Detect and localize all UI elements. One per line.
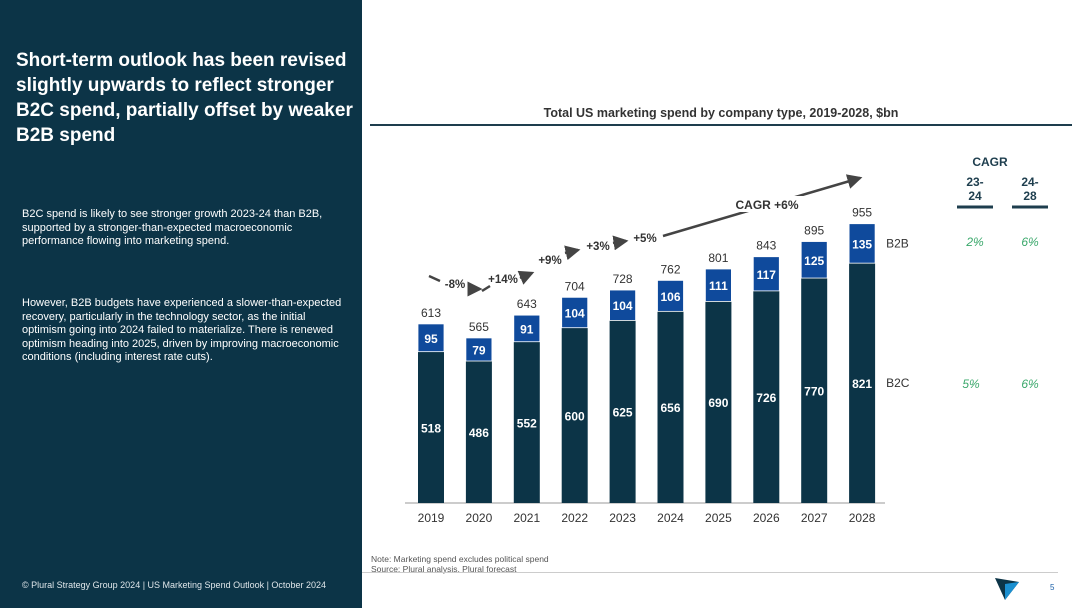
total-label: 895 [804, 224, 824, 238]
bar-b2c [465, 361, 492, 503]
source-text: Source: Plural analysis, Plural forecast [371, 564, 517, 574]
bar-b2b [465, 337, 493, 362]
b2c-value-label: 656 [660, 401, 680, 415]
growth-arrow [428, 274, 441, 283]
body-paragraph-1: B2C spend is likely to see stronger grow… [22, 208, 323, 247]
total-label: 565 [469, 320, 489, 334]
total-label: 643 [517, 297, 537, 311]
x-tick-label: 2020 [466, 511, 493, 525]
growth-arrow [481, 284, 491, 293]
x-tick-label: 2022 [561, 511, 588, 525]
b2b-value-label: 117 [757, 268, 777, 282]
cagr-column-header: 24- [1021, 175, 1038, 189]
b2c-value-label: 552 [517, 416, 537, 430]
x-tick-label: 2028 [849, 511, 876, 525]
b2b-value-label: 79 [472, 343, 486, 357]
b2b-value-label: 104 [565, 307, 585, 321]
b2b-value-label: 135 [852, 237, 872, 251]
bar-b2c [418, 351, 444, 503]
total-label: 955 [852, 206, 872, 220]
cagr-value-b2b: 6% [1021, 235, 1039, 249]
b2b-value-label: 106 [660, 290, 680, 304]
b2c-value-label: 600 [565, 409, 585, 423]
plural-logo-icon [995, 578, 1019, 600]
chart-note: Note: Marketing spend excludes political… [371, 554, 549, 574]
left-panel: Short-term outlook has been revised slig… [0, 0, 362, 608]
footer-text: © Plural Strategy Group 2024 | US Market… [22, 580, 326, 590]
bar-b2c [561, 327, 588, 503]
bar-b2c [657, 311, 684, 503]
x-tick-label: 2021 [513, 511, 540, 525]
bar-b2c [801, 278, 828, 503]
bar-b2c [705, 301, 732, 503]
legend-b2b: B2B [886, 236, 909, 250]
cagr-label: CAGR +6% [735, 198, 798, 212]
bar-b2b [657, 279, 684, 312]
b2c-value-label: 625 [613, 406, 633, 420]
growth-label: +14% [488, 274, 518, 286]
growth-label: +5% [633, 233, 656, 245]
b2c-value-label: 726 [756, 391, 776, 405]
bar-b2b [513, 314, 541, 343]
body-paragraph-2: However, B2B budgets have experienced a … [22, 297, 342, 363]
growth-label: +3% [586, 241, 609, 253]
total-label: 613 [421, 306, 441, 320]
bar-b2b [609, 289, 636, 321]
growth-arrow [612, 235, 629, 251]
cagr-value-b2c: 6% [1021, 377, 1039, 391]
bar-b2c [609, 320, 636, 503]
total-label: 801 [708, 251, 728, 265]
bar-b2c [849, 263, 876, 503]
growth-label: -8% [445, 279, 465, 291]
legend-b2c: B2C [886, 376, 910, 390]
bar-b2b [705, 268, 732, 302]
bar-b2b [800, 241, 828, 279]
cagr-column-header: 23- [966, 175, 983, 189]
growth-arrow [564, 245, 581, 261]
note-text: Note: Marketing spend excludes political… [371, 554, 549, 564]
slide-title: Short-term outlook has been revised slig… [16, 50, 353, 146]
x-tick-label: 2027 [801, 511, 828, 525]
title-divider [370, 124, 1072, 126]
chart-title: Total US marketing spend by company type… [543, 106, 899, 120]
cagr-value-b2c: 5% [962, 377, 980, 391]
bar-b2b [848, 223, 876, 264]
x-tick-label: 2023 [609, 511, 636, 525]
x-tick-label: 2024 [657, 511, 684, 525]
x-tick-label: 2026 [753, 511, 780, 525]
growth-label: +9% [538, 255, 561, 267]
b2b-value-label: 104 [613, 299, 633, 313]
cagr-column-header: 28 [1023, 189, 1037, 203]
x-tick-label: 2025 [705, 511, 732, 525]
total-label: 728 [613, 272, 633, 286]
b2b-value-label: 111 [709, 279, 728, 293]
b2c-value-label: 690 [708, 396, 728, 410]
b2c-value-label: 486 [469, 426, 489, 440]
bar-b2b [561, 296, 589, 329]
b2c-value-label: 770 [804, 385, 824, 399]
growth-arrow [517, 270, 535, 285]
bar-b2b [417, 323, 445, 353]
bar-b2c [513, 341, 540, 503]
footer-divider [362, 572, 1058, 573]
total-label: 843 [756, 239, 776, 253]
total-label: 704 [565, 279, 585, 293]
b2b-value-label: 91 [520, 322, 534, 336]
bar-b2c [753, 290, 780, 503]
x-tick-label: 2019 [418, 511, 445, 525]
cagr-value-b2b: 2% [965, 235, 984, 249]
cagr-table-header: CAGR [972, 155, 1008, 169]
b2b-value-label: 95 [424, 332, 438, 346]
b2c-value-label: 821 [852, 377, 872, 391]
bar-b2b [752, 256, 780, 292]
b2b-value-label: 125 [804, 254, 824, 268]
cagr-column-header: 24 [968, 189, 982, 203]
cagr-label-bg [730, 196, 804, 212]
b2c-value-label: 518 [421, 421, 441, 435]
page-number: 5 [1050, 583, 1055, 592]
total-label: 762 [660, 262, 680, 276]
